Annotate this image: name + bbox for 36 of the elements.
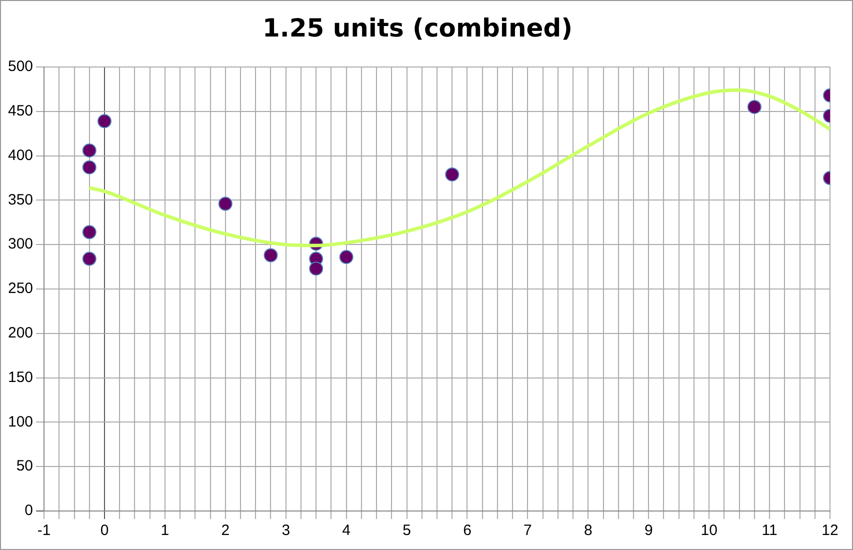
point	[218, 196, 232, 211]
x-tick-label: 8	[584, 522, 592, 540]
x-tick-label: 4	[342, 522, 350, 540]
y-tick-label: 350	[8, 191, 34, 208]
x-tick-label: 11	[762, 522, 778, 540]
x-tick-label: 6	[463, 522, 472, 540]
y-tick-label: 100	[8, 413, 34, 430]
point	[445, 167, 460, 182]
y-tick-label: 450	[8, 102, 34, 120]
x-tick-label: 5	[402, 522, 411, 540]
y-tick-label: 300	[8, 236, 34, 253]
point	[82, 252, 96, 266]
x-tick-label: 2	[221, 522, 230, 540]
point	[97, 114, 112, 128]
point	[82, 225, 96, 240]
x-tick-label: -1	[37, 522, 51, 540]
x-tick-label: 0	[100, 522, 109, 540]
y-tick-label: 250	[8, 280, 34, 298]
y-tick-label: 200	[8, 324, 34, 342]
point	[339, 250, 354, 264]
point	[309, 262, 324, 276]
x-tick-label: 10	[700, 522, 718, 540]
y-tick-label: 500	[8, 58, 34, 76]
x-tick-label: 1	[160, 522, 170, 540]
x-tick-label: 9	[644, 522, 653, 540]
point	[264, 248, 278, 262]
x-tick-label: 7	[524, 522, 532, 540]
y-tick-label: 0	[24, 502, 34, 520]
x-tick-label: 3	[282, 522, 290, 540]
point	[82, 160, 96, 174]
y-tick-label: 50	[16, 458, 34, 475]
y-tick-label: 400	[8, 146, 34, 164]
chart-title: 1.25 units (combined)	[262, 14, 573, 42]
point	[82, 143, 96, 158]
x-tick-label: 12	[822, 522, 838, 540]
y-tick-label: 150	[8, 368, 34, 386]
